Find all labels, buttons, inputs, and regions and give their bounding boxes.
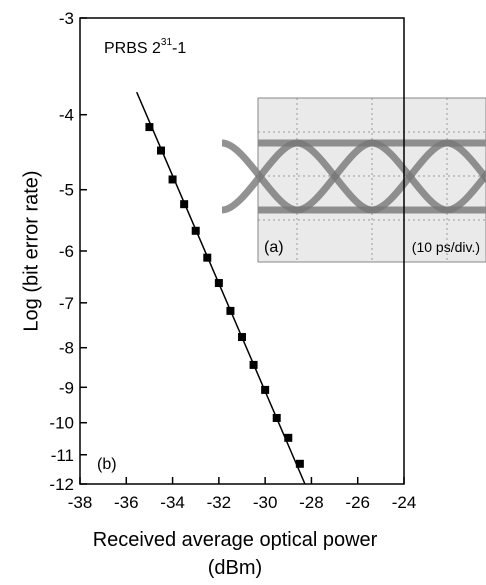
y-tick-label: -7 xyxy=(59,294,74,313)
y-tick-label: -11 xyxy=(51,446,74,465)
y-tick-label: -12 xyxy=(49,475,74,494)
chart: (a) (10 ps/div.) (b) PRBS 231-1 Log (bit… xyxy=(0,0,486,585)
inset-eye-diagram xyxy=(222,98,486,262)
panel-label: (b) xyxy=(97,456,117,473)
y-tick-label: -6 xyxy=(59,242,74,261)
y-tick-label: -5 xyxy=(59,181,74,200)
y-tick-label: -3 xyxy=(59,9,74,28)
x-tick-label: -34 xyxy=(160,493,185,512)
y-tick-label: -9 xyxy=(59,378,74,397)
inset-scale-label: (10 ps/div.) xyxy=(412,239,480,255)
x-tick-label: -28 xyxy=(299,493,324,512)
prbs-label: PRBS 231-1 xyxy=(104,37,186,57)
x-tick-label: -30 xyxy=(253,493,278,512)
y-tick-label: -8 xyxy=(59,339,74,358)
x-tick-label: -26 xyxy=(345,493,370,512)
x-tick-label: -38 xyxy=(68,493,93,512)
y-axis-label: Log (bit error rate) xyxy=(20,170,42,331)
y-tick-label: -10 xyxy=(49,414,74,433)
x-tick-label: -24 xyxy=(392,493,417,512)
y-tick-label: -4 xyxy=(59,106,74,125)
x-axis-label: Received average optical power (dBm) xyxy=(90,526,380,582)
prbs-text: PRBS 2 xyxy=(104,40,161,57)
x-tick-label: -36 xyxy=(114,493,139,512)
page: (a) (10 ps/div.) (b) PRBS 231-1 Log (bit… xyxy=(0,0,486,585)
prbs-suffix: -1 xyxy=(172,40,186,57)
prbs-exponent: 31 xyxy=(161,37,173,48)
panel-label: (a) xyxy=(264,239,284,256)
x-tick-label: -32 xyxy=(207,493,232,512)
